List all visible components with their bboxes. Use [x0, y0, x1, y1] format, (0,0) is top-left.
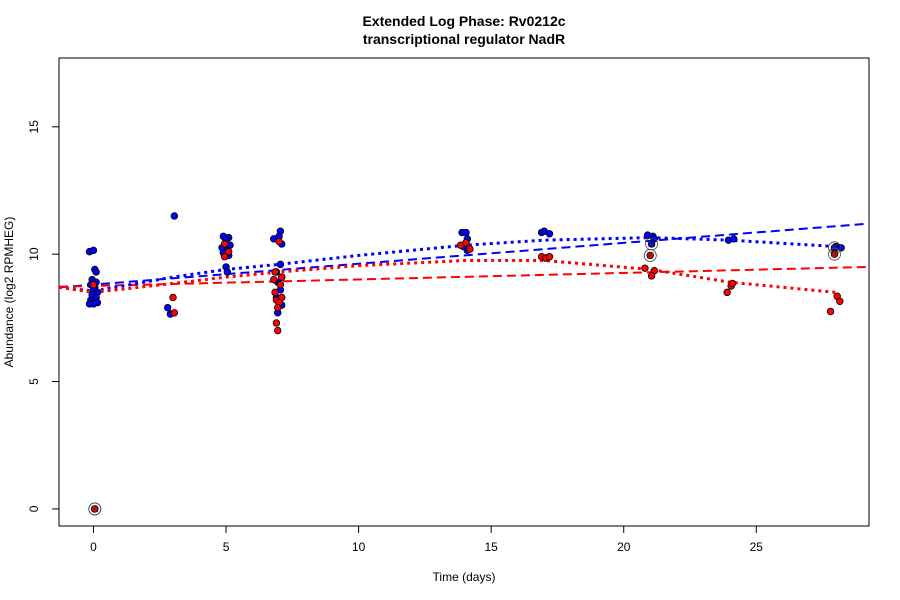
x-tick-label: 25: [750, 540, 764, 554]
x-tick-label: 20: [617, 540, 631, 554]
data-point: [545, 253, 554, 261]
data-point: [274, 326, 282, 335]
data-point: [92, 268, 100, 276]
dotted-trend-line: [59, 259, 837, 294]
y-axis-label: Abundance (log2 RPMHEG): [2, 217, 16, 368]
data-point: [223, 268, 232, 276]
data-point: [647, 272, 656, 280]
plot-frame: [58, 57, 870, 527]
data-point: [723, 288, 731, 297]
data-point: [170, 212, 179, 220]
data-point: [276, 260, 285, 269]
x-tick-label: 5: [223, 540, 230, 554]
data-point: [270, 275, 278, 284]
chart-title: Extended Log Phase: Rv0212c: [362, 13, 565, 29]
y-tick-label: 10: [27, 247, 41, 261]
data-point: [278, 273, 286, 281]
highlight-ring: [88, 502, 102, 516]
data-point: [462, 239, 470, 247]
x-axis-label: Time (days): [433, 570, 496, 584]
data-point: [170, 309, 179, 317]
x-mark: [91, 505, 99, 513]
data-point: [221, 253, 229, 261]
data-point: [826, 307, 835, 316]
data-point: [836, 297, 844, 305]
dashed-trend-line: [59, 265, 869, 288]
data-point: [221, 240, 229, 248]
x-tick-label: 15: [484, 540, 498, 554]
highlight-ring: [828, 247, 841, 261]
dotted-trend-line: [59, 236, 836, 293]
data-point: [224, 247, 233, 256]
data-point: [85, 300, 94, 308]
highlight-ring: [643, 249, 657, 262]
data-point: [89, 281, 98, 289]
data-point: [641, 264, 649, 272]
dashed-trend-line: [59, 222, 869, 289]
y-tick-label: 0: [27, 505, 41, 512]
data-point: [89, 246, 98, 255]
data-point: [272, 319, 281, 327]
data-point: [462, 228, 470, 237]
x-mark: [646, 252, 654, 259]
chart-subtitle: transcriptional regulator NadR: [363, 31, 565, 47]
x-mark: [648, 240, 655, 248]
data-point: [274, 303, 282, 312]
data-point: [730, 235, 738, 243]
data-point: [164, 303, 172, 312]
x-tick-label: 10: [352, 540, 366, 554]
data-point: [728, 279, 737, 288]
x-mark: [831, 250, 838, 258]
data-point: [466, 245, 474, 253]
data-point: [276, 281, 285, 289]
x-tick-label: 0: [90, 540, 97, 554]
y-tick-label: 5: [27, 378, 41, 385]
data-point: [271, 288, 279, 297]
data-point: [545, 230, 554, 238]
data-point: [271, 268, 279, 276]
data-point: [275, 237, 283, 246]
y-tick-label: 15: [27, 120, 41, 134]
data-point: [169, 293, 177, 302]
